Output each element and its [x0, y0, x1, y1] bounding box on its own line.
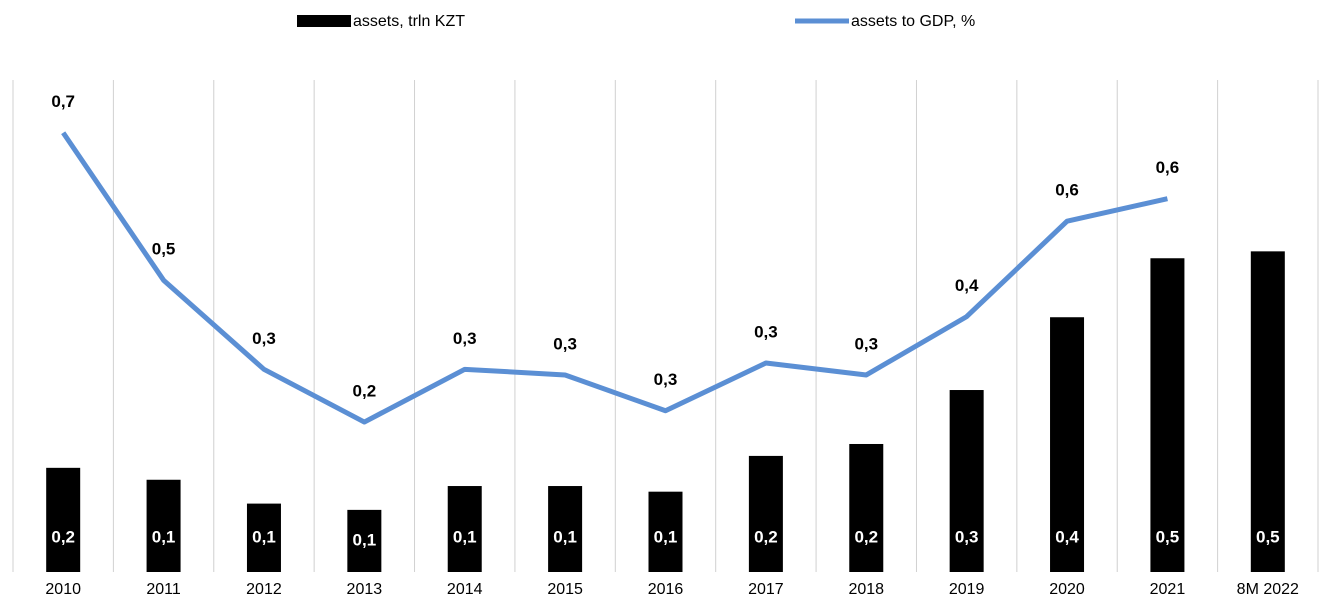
- data-label: 0,3: [854, 334, 878, 353]
- bar: [46, 467, 81, 572]
- data-label: 0,3: [252, 329, 276, 348]
- bar: [246, 503, 281, 572]
- data-label: 0,2: [854, 527, 878, 546]
- data-label: 0,2: [51, 527, 75, 546]
- x-tick-label: 2019: [949, 581, 985, 598]
- x-tick-label: 2013: [347, 581, 383, 598]
- bar: [748, 455, 783, 572]
- x-tick-label: 8M 2022: [1237, 581, 1299, 598]
- data-label: 0,1: [252, 527, 276, 546]
- data-label: 0,1: [553, 527, 577, 546]
- bar: [447, 486, 482, 572]
- data-label: 0,3: [553, 334, 577, 353]
- data-label: 0,1: [152, 527, 176, 546]
- data-label: 0,2: [353, 382, 377, 401]
- data-label: 0,5: [1256, 527, 1280, 546]
- data-label: 0,3: [754, 323, 778, 342]
- data-label: 0,5: [152, 240, 176, 259]
- x-tick-label: 2017: [748, 581, 784, 598]
- x-tick-label: 2015: [547, 581, 583, 598]
- bar: [146, 479, 181, 572]
- data-label: 0,3: [654, 370, 678, 389]
- bar: [1250, 251, 1285, 572]
- bar: [1150, 258, 1185, 572]
- data-label: 0,2: [754, 527, 778, 546]
- data-label: 0,6: [1156, 158, 1180, 177]
- x-tick-label: 2021: [1150, 581, 1186, 598]
- bar: [949, 390, 984, 572]
- data-label: 0,7: [51, 92, 75, 111]
- data-label: 0,3: [955, 527, 979, 546]
- data-label: 0,3: [453, 329, 477, 348]
- x-tick-label: 2020: [1049, 581, 1085, 598]
- line: [61, 131, 1168, 425]
- data-label: 0,5: [1156, 527, 1180, 546]
- bar: [347, 509, 382, 572]
- legend-swatch: [297, 15, 351, 27]
- bar: [548, 486, 583, 572]
- data-label: 0,1: [654, 527, 678, 546]
- x-tick-label: 2014: [447, 581, 483, 598]
- bar: [1050, 317, 1085, 572]
- data-label: 0,4: [1055, 527, 1079, 546]
- data-label: 0,4: [955, 276, 979, 295]
- x-tick-label: 2011: [146, 581, 181, 598]
- data-label: 0,1: [353, 530, 377, 549]
- data-label: 0,1: [453, 527, 477, 546]
- bar: [849, 443, 884, 572]
- legend-label: assets to GDP, %: [851, 13, 975, 30]
- legend-label: assets, trln KZT: [353, 13, 465, 30]
- data-label: 0,6: [1055, 181, 1079, 200]
- x-tick-label: 2010: [45, 581, 81, 598]
- x-tick-label: 2016: [648, 581, 684, 598]
- x-tick-label: 2012: [246, 581, 282, 598]
- bar: [648, 491, 683, 572]
- x-tick-label: 2018: [848, 581, 884, 598]
